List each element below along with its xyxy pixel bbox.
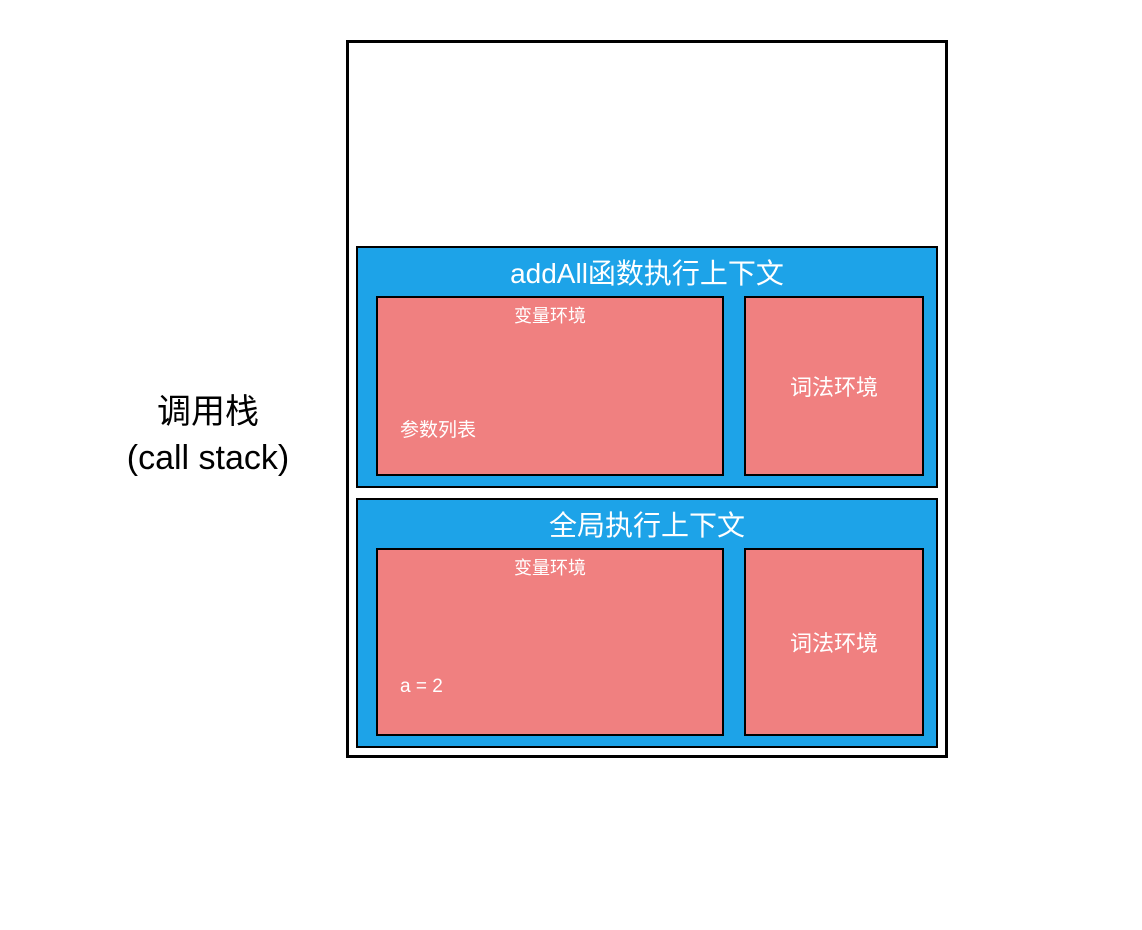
call-stack-label-line2: (call stack)	[88, 436, 328, 482]
call-stack-label-line1: 调用栈	[88, 390, 328, 436]
var-line: addAll= function(){......}	[400, 844, 593, 873]
lex-env-label-global: 词法环境	[744, 626, 924, 658]
var-line: add = function(){ ......}	[400, 759, 593, 788]
call-stack-label: 调用栈 (call stack)	[88, 390, 328, 482]
var-env-title-addall: 变量环境	[376, 302, 724, 328]
var-env-lines-global: a = 2 add = function(){ ......} addAll= …	[400, 616, 593, 930]
diagram-canvas: 调用栈 (call stack) addAll函数执行上下文 变量环境 参数列表…	[0, 0, 1142, 794]
var-env-title-global: 变量环境	[376, 554, 724, 580]
context-title-global: 全局执行上下文	[356, 504, 938, 544]
var-line: a = 2	[400, 673, 593, 702]
lex-env-label-addall: 词法环境	[744, 370, 924, 402]
context-title-addall: addAll函数执行上下文	[356, 252, 938, 292]
var-line: 参数列表	[400, 417, 552, 446]
